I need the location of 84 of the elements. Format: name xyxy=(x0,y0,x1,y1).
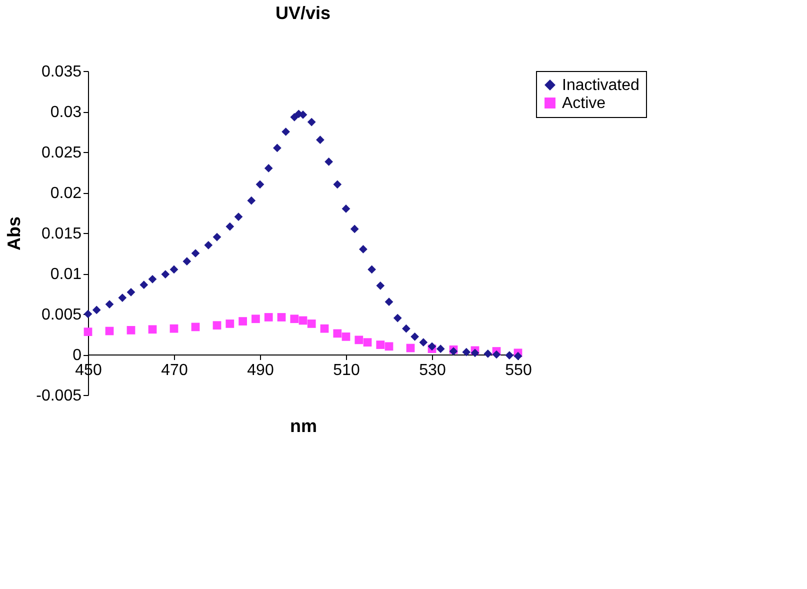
point xyxy=(182,257,192,266)
x-axis-title: nm xyxy=(290,416,317,436)
point xyxy=(170,324,178,333)
point xyxy=(376,340,385,349)
point xyxy=(307,320,316,328)
y-tick-label: 0.035 xyxy=(41,64,82,80)
point xyxy=(402,324,410,333)
point xyxy=(410,332,419,341)
point xyxy=(273,144,282,152)
point xyxy=(226,222,234,231)
point xyxy=(384,298,394,306)
x-tick-label: 510 xyxy=(333,362,360,379)
point xyxy=(191,322,200,332)
y-tick-label: 0.025 xyxy=(41,144,82,162)
point xyxy=(320,324,329,333)
point xyxy=(419,338,428,347)
point xyxy=(191,249,200,258)
point xyxy=(350,224,359,234)
x-tick-label: 470 xyxy=(161,362,188,379)
point xyxy=(84,310,92,318)
point xyxy=(484,350,492,358)
y-tick-label: -0.005 xyxy=(36,388,82,404)
point xyxy=(264,164,273,172)
point xyxy=(298,316,308,325)
point xyxy=(393,314,402,322)
point xyxy=(92,306,101,314)
x-tick-label: 550 xyxy=(505,362,532,379)
point xyxy=(406,344,415,352)
point xyxy=(126,288,136,296)
point xyxy=(105,326,114,336)
point xyxy=(212,232,222,242)
point xyxy=(324,158,333,166)
legend-label: Inactivated xyxy=(562,77,640,94)
legend-label: Active xyxy=(562,95,606,112)
y-tick-label: 0.01 xyxy=(50,266,82,283)
y-tick-label: 0.02 xyxy=(50,185,82,202)
point xyxy=(226,320,234,328)
point xyxy=(436,344,445,354)
point xyxy=(333,329,342,338)
point xyxy=(252,314,260,324)
point xyxy=(238,317,247,326)
point xyxy=(470,348,480,358)
point xyxy=(126,326,136,334)
point xyxy=(170,265,178,274)
point xyxy=(290,314,299,324)
point xyxy=(204,240,213,250)
point xyxy=(247,196,256,205)
point xyxy=(256,180,264,189)
point xyxy=(462,348,471,356)
point xyxy=(264,313,273,322)
point xyxy=(148,325,157,334)
point xyxy=(212,321,222,330)
y-tick-label: 0.03 xyxy=(50,104,82,121)
x-tick-label: 490 xyxy=(247,362,274,379)
point xyxy=(105,300,114,308)
point xyxy=(376,281,385,290)
point xyxy=(354,336,364,344)
chart-title: UV/vis xyxy=(275,3,331,23)
x-tick-label: 530 xyxy=(419,362,446,379)
point xyxy=(118,294,127,302)
point xyxy=(307,118,316,126)
point xyxy=(359,245,368,254)
point xyxy=(363,338,372,347)
point xyxy=(290,112,299,122)
point xyxy=(333,180,342,189)
y-tick-label: 0.005 xyxy=(41,306,82,324)
point xyxy=(342,332,350,341)
point xyxy=(342,204,350,213)
point xyxy=(428,342,436,351)
point xyxy=(368,265,376,274)
y-tick-label: 0 xyxy=(72,347,82,364)
point xyxy=(277,313,286,322)
point xyxy=(505,351,514,360)
point xyxy=(316,136,324,144)
y-tick-label: 0.015 xyxy=(41,226,82,242)
y-axis-title: Abs xyxy=(4,216,24,251)
point xyxy=(234,212,243,221)
point xyxy=(140,280,148,290)
point xyxy=(492,350,501,359)
point xyxy=(161,270,170,278)
point xyxy=(148,274,157,284)
point xyxy=(84,328,92,336)
point xyxy=(282,128,290,136)
point xyxy=(384,342,394,351)
